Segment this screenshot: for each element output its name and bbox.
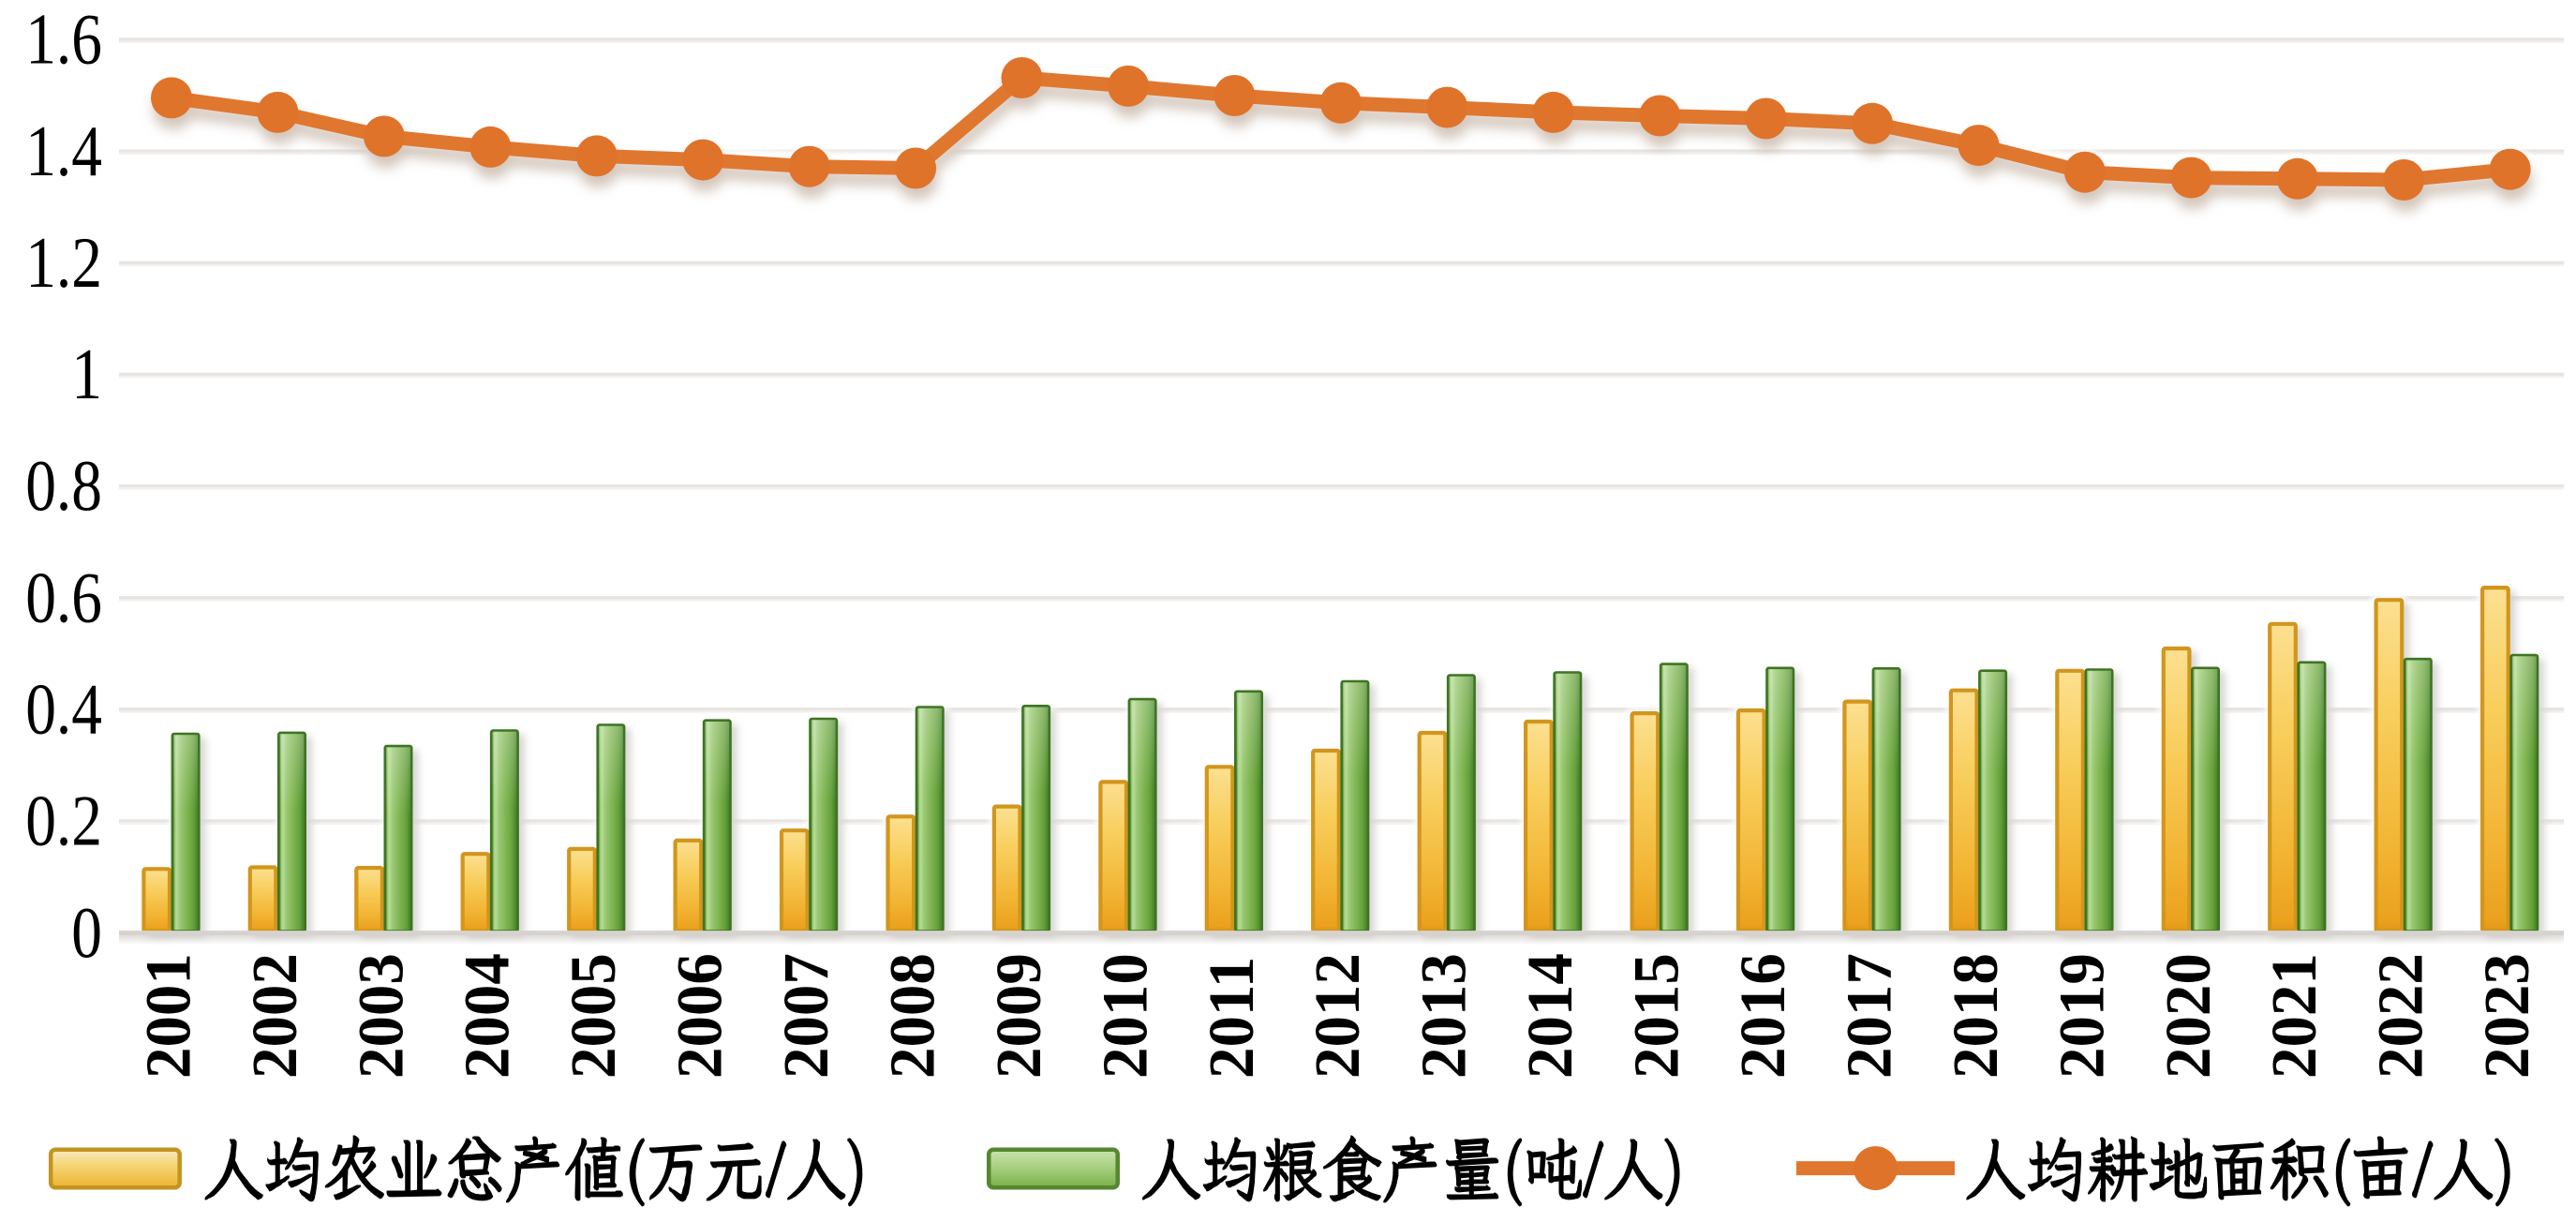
svg-text:2006: 2006 (663, 953, 736, 1079)
svg-text:2017: 2017 (1832, 953, 1904, 1079)
svg-text:2001: 2001 (131, 953, 203, 1079)
svg-text:2021: 2021 (2257, 953, 2330, 1079)
svg-text:2023: 2023 (2470, 953, 2542, 1079)
svg-text:0.6: 0.6 (25, 559, 102, 638)
svg-text:2016: 2016 (1726, 953, 1798, 1079)
svg-text:0: 0 (71, 893, 102, 973)
svg-text:1.6: 1.6 (25, 0, 102, 80)
svg-text:2004: 2004 (451, 953, 523, 1079)
svg-text:2012: 2012 (1301, 953, 1373, 1079)
svg-text:1: 1 (71, 335, 102, 414)
svg-text:2013: 2013 (1407, 953, 1480, 1079)
svg-text:2011: 2011 (1195, 957, 1267, 1079)
svg-text:2022: 2022 (2364, 953, 2436, 1079)
svg-text:2010: 2010 (1088, 953, 1160, 1079)
svg-text:0.2: 0.2 (25, 782, 102, 861)
svg-text:2003: 2003 (344, 953, 416, 1079)
svg-text:0.8: 0.8 (25, 446, 102, 526)
svg-text:2007: 2007 (769, 953, 841, 1079)
svg-text:2009: 2009 (982, 953, 1054, 1079)
svg-text:2018: 2018 (1939, 953, 2011, 1079)
svg-text:2015: 2015 (1620, 953, 1692, 1079)
svg-text:0.4: 0.4 (25, 670, 102, 750)
svg-text:2019: 2019 (2045, 953, 2117, 1079)
svg-text:2014: 2014 (1513, 953, 1586, 1079)
svg-text:2005: 2005 (557, 953, 629, 1079)
svg-text:1.2: 1.2 (25, 223, 102, 303)
svg-text:2020: 2020 (2152, 953, 2224, 1079)
svg-text:2002: 2002 (238, 953, 310, 1079)
svg-text:1.4: 1.4 (25, 112, 102, 191)
svg-text:2008: 2008 (876, 953, 948, 1079)
